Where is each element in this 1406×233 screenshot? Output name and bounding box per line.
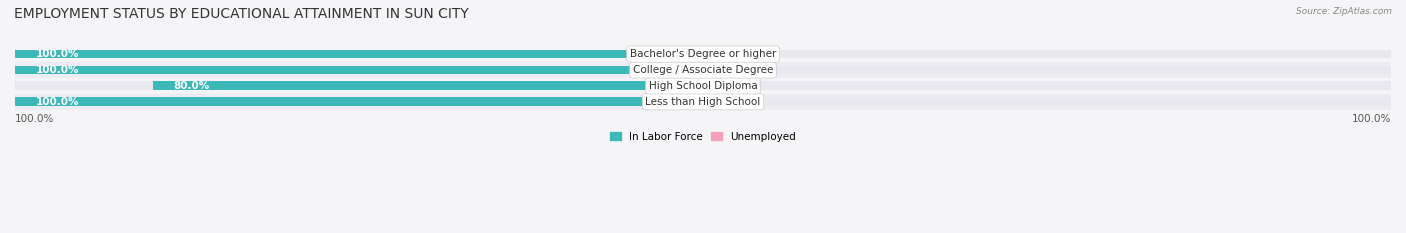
Text: 100.0%: 100.0%: [35, 97, 79, 107]
Bar: [15, 94, 1391, 110]
Text: College / Associate Degree: College / Associate Degree: [633, 65, 773, 75]
Text: 100.0%: 100.0%: [35, 65, 79, 75]
Text: 80.0%: 80.0%: [173, 81, 209, 91]
Bar: [15, 82, 1391, 90]
Text: 0.0%: 0.0%: [724, 65, 749, 75]
Text: Bachelor's Degree or higher: Bachelor's Degree or higher: [630, 49, 776, 59]
Bar: [15, 97, 703, 106]
Text: 100.0%: 100.0%: [1351, 114, 1391, 124]
Bar: [15, 66, 1391, 74]
Bar: [15, 62, 1391, 78]
Bar: [15, 46, 1391, 62]
Bar: [15, 50, 703, 58]
Bar: [153, 82, 703, 90]
Text: 100.0%: 100.0%: [15, 114, 55, 124]
Text: Source: ZipAtlas.com: Source: ZipAtlas.com: [1296, 7, 1392, 16]
Text: 0.0%: 0.0%: [724, 49, 749, 59]
Text: 0.0%: 0.0%: [724, 97, 749, 107]
Text: 100.0%: 100.0%: [35, 49, 79, 59]
Bar: [15, 66, 703, 74]
Text: 0.0%: 0.0%: [724, 81, 749, 91]
Text: EMPLOYMENT STATUS BY EDUCATIONAL ATTAINMENT IN SUN CITY: EMPLOYMENT STATUS BY EDUCATIONAL ATTAINM…: [14, 7, 468, 21]
Bar: [15, 50, 1391, 58]
Bar: [15, 78, 1391, 94]
Bar: [15, 97, 1391, 106]
Text: High School Diploma: High School Diploma: [648, 81, 758, 91]
Text: Less than High School: Less than High School: [645, 97, 761, 107]
Legend: In Labor Force, Unemployed: In Labor Force, Unemployed: [606, 128, 800, 146]
